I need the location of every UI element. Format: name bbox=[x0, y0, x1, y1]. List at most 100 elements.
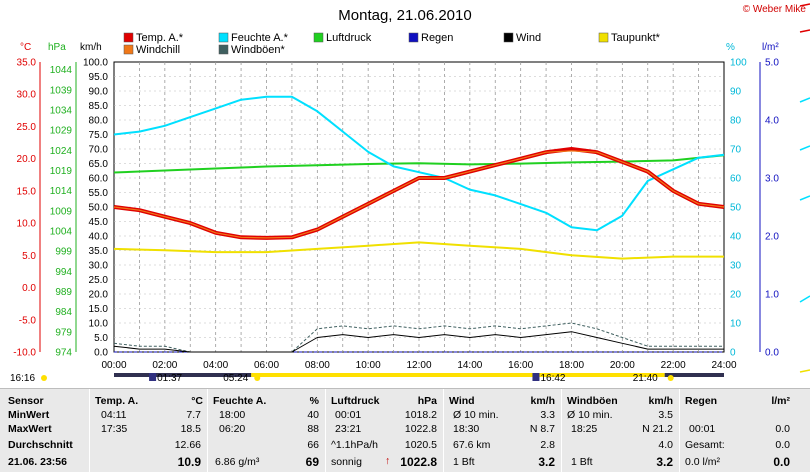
moonset-icon bbox=[149, 373, 157, 381]
stats-wind-bft: 1 Bft bbox=[453, 456, 475, 468]
hum-tick: 10 bbox=[730, 319, 742, 330]
rain-tick: 2.0 bbox=[765, 232, 779, 243]
wind-tick: 100.0 bbox=[83, 58, 108, 69]
stats-press-header: Luftdruck bbox=[331, 395, 380, 407]
stats-temp-current: 10.9 bbox=[177, 455, 201, 469]
stats-press-unit: hPa bbox=[417, 395, 437, 407]
x-tick: 18:00 bbox=[559, 360, 584, 371]
press-tick: 1024 bbox=[50, 146, 73, 157]
legend-label-7: Windböen* bbox=[231, 44, 286, 56]
wind-tick: 30.0 bbox=[89, 261, 109, 272]
press-tick: 1014 bbox=[50, 186, 73, 197]
stats-press-avg: 1020.5 bbox=[404, 439, 437, 451]
stats-col-humidity: Feuchte A. % 18:00 40 06:20 88 66 6.86 g… bbox=[207, 389, 325, 472]
stats-gust-header: Windböen bbox=[567, 395, 618, 407]
stats-hum-min-time: 18:00 bbox=[219, 409, 246, 421]
stats-wind-r1: Ø 10 min. bbox=[453, 409, 499, 421]
wind-tick: 90.0 bbox=[89, 87, 109, 98]
moonrise-time: 16:42 bbox=[540, 373, 565, 384]
legend-label-0: Temp. A.* bbox=[136, 32, 184, 44]
chart-grid bbox=[114, 62, 724, 352]
stats-wind-r2v: N 8.7 bbox=[529, 423, 555, 435]
stats-temp-min-time: 04:11 bbox=[101, 409, 127, 421]
x-tick: 20:00 bbox=[610, 360, 635, 371]
x-tick: 12:00 bbox=[406, 360, 431, 371]
x-tick: 14:00 bbox=[457, 360, 482, 371]
stats-hum-abs: 6.86 g/m³ bbox=[215, 456, 260, 468]
stats-press-weather: sonnig bbox=[331, 456, 362, 468]
press-tick: 1029 bbox=[50, 126, 73, 137]
night-band-evening bbox=[664, 373, 724, 377]
hum-tick: 50 bbox=[730, 203, 742, 214]
day-band bbox=[251, 373, 665, 377]
legend-swatch-1 bbox=[218, 32, 229, 43]
press-tick: 1034 bbox=[50, 105, 73, 116]
sunset-time: 21:40 bbox=[633, 373, 658, 384]
stats-col-wind: Wind km/h Ø 10 min. 3.3 18:30 N 8.7 67.6… bbox=[443, 389, 561, 472]
stats-temp-avg: 12.66 bbox=[174, 439, 201, 451]
legend-label-3: Regen bbox=[421, 32, 453, 44]
series-line-3 bbox=[113, 95, 725, 232]
press-tick: 1039 bbox=[50, 85, 73, 96]
stats-rain-total: 0.0 l/m² bbox=[685, 456, 721, 468]
sun-icon bbox=[41, 375, 47, 381]
temp-tick: -5.0 bbox=[19, 315, 37, 326]
x-tick: 16:00 bbox=[508, 360, 533, 371]
stats-hum-max: 88 bbox=[307, 423, 319, 435]
x-tick: 02:00 bbox=[152, 360, 177, 371]
stats-wind-header: Wind bbox=[449, 395, 475, 407]
temp-tick: 20.0 bbox=[17, 154, 37, 165]
wind-tick: 55.0 bbox=[89, 188, 109, 199]
stats-rain-r2: 00:01 bbox=[689, 423, 716, 435]
moonset-time: 01:37 bbox=[157, 373, 182, 384]
sun-left-time: 16:16 bbox=[10, 373, 35, 384]
legend-label-2: Luftdruck bbox=[326, 32, 372, 44]
hum-tick: 20 bbox=[730, 290, 742, 301]
press-tick: 1044 bbox=[50, 65, 73, 76]
stats-gust-r3v: 4.0 bbox=[658, 439, 673, 451]
x-tick: 22:00 bbox=[661, 360, 686, 371]
weather-chart: Montag, 21.06.2010 © Weber Mike Temp. A.… bbox=[10, 3, 810, 384]
temp-tick: 30.0 bbox=[17, 90, 37, 101]
hum-tick: 30 bbox=[730, 261, 742, 272]
temp-tick: 10.0 bbox=[17, 219, 37, 230]
stats-temp-header: Temp. A. bbox=[95, 395, 139, 407]
legend-swatch-0 bbox=[123, 32, 134, 43]
legend-swatch-2 bbox=[313, 32, 324, 43]
wind-tick: 70.0 bbox=[89, 145, 109, 156]
wind-tick: 50.0 bbox=[89, 203, 109, 214]
stats-max-label: MaxWert bbox=[8, 423, 52, 435]
press-tick: 999 bbox=[55, 247, 72, 258]
wind-tick: 40.0 bbox=[89, 232, 109, 243]
wind-tick: 75.0 bbox=[89, 130, 109, 141]
stats-hum-current: 69 bbox=[305, 455, 319, 469]
night-band-morning bbox=[114, 373, 252, 377]
wind-tick: 95.0 bbox=[89, 72, 109, 83]
stats-wind-current: 3.2 bbox=[538, 455, 555, 469]
hum-tick: 80 bbox=[730, 116, 742, 127]
x-tick: 04:00 bbox=[203, 360, 228, 371]
legend-swatch-6 bbox=[123, 44, 134, 55]
series-line-7 bbox=[113, 150, 725, 239]
unit-wind: km/h bbox=[80, 42, 102, 53]
series-line-5 bbox=[113, 331, 724, 353]
press-tick: 1019 bbox=[50, 166, 73, 177]
stats-gust-r2v: N 21.2 bbox=[642, 423, 673, 435]
temp-tick: 15.0 bbox=[17, 186, 37, 197]
wind-tick: 60.0 bbox=[89, 174, 109, 185]
rain-tick: 1.0 bbox=[765, 290, 779, 301]
temp-tick: -10.0 bbox=[13, 348, 36, 359]
stats-hum-unit: % bbox=[309, 395, 319, 407]
press-tick: 1004 bbox=[50, 226, 73, 237]
unit-hum: % bbox=[726, 42, 735, 53]
stats-temp-max: 18.5 bbox=[180, 423, 201, 435]
stats-col-pressure: Luftdruck hPa 00:01 1018.2 23:21 1022.8 … bbox=[325, 389, 443, 472]
stats-press-current: 1022.8 bbox=[400, 455, 437, 469]
unit-press: hPa bbox=[48, 42, 66, 53]
stats-col-temp: Temp. A. °C 04:11 7.7 17:35 18.5 12.66 1… bbox=[89, 389, 207, 472]
press-tick: 989 bbox=[55, 287, 72, 298]
stats-temp-unit: °C bbox=[191, 395, 203, 407]
stats-rain-r3: Gesamt: bbox=[685, 439, 725, 451]
hum-tick: 70 bbox=[730, 145, 742, 156]
wind-tick: 0.0 bbox=[94, 348, 108, 359]
